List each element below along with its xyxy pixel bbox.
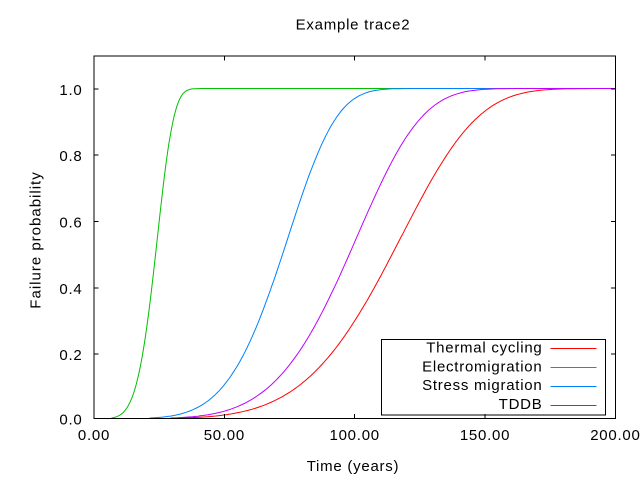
svg-text:0.4: 0.4 [59,281,82,298]
svg-text:0.8: 0.8 [59,148,82,165]
svg-text:Failure probability: Failure probability [28,171,45,308]
svg-text:0.6: 0.6 [59,215,82,232]
svg-text:100.00: 100.00 [330,427,380,444]
svg-text:150.00: 150.00 [460,427,510,444]
svg-text:Example trace2: Example trace2 [296,16,411,33]
svg-text:0.00: 0.00 [78,427,110,444]
svg-text:Stress migration: Stress migration [422,377,542,394]
svg-text:Thermal cycling: Thermal cycling [426,340,542,357]
svg-text:0.0: 0.0 [59,412,82,429]
svg-text:200.00: 200.00 [590,427,640,444]
svg-text:Electromigration: Electromigration [422,358,542,375]
svg-text:Time (years): Time (years) [307,458,400,475]
svg-text:TDDB: TDDB [499,396,543,413]
svg-text:0.2: 0.2 [59,347,82,364]
svg-text:50.00: 50.00 [204,427,245,444]
svg-text:1.0: 1.0 [59,82,82,99]
